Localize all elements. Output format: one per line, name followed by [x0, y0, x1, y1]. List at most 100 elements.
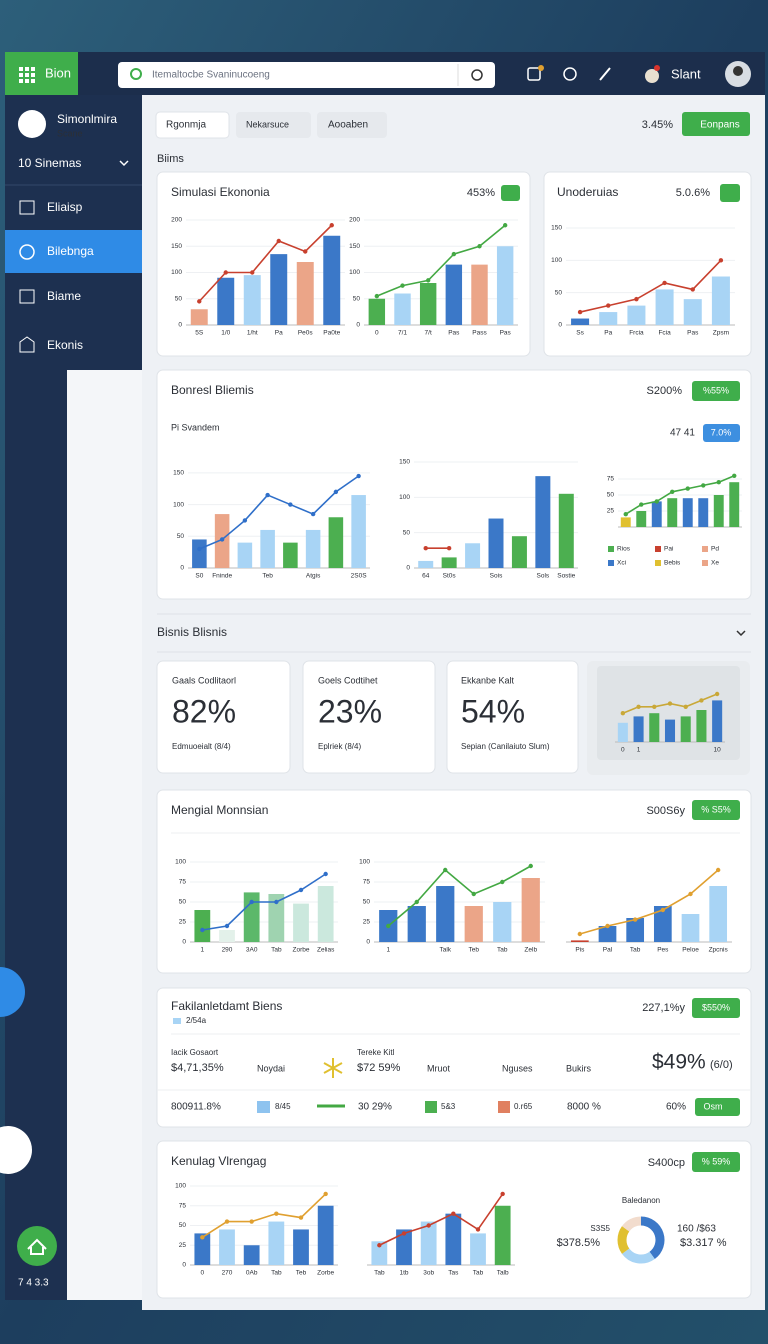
bar	[317, 1205, 334, 1265]
donut-title: Baledanon	[622, 1196, 660, 1205]
line-point	[276, 238, 281, 244]
filter[interactable]	[155, 111, 230, 139]
x-tick-label: S0	[195, 573, 203, 580]
panel-badge[interactable]	[703, 424, 740, 442]
x-tick-label: Tab	[473, 1270, 484, 1277]
legend-swatch	[608, 560, 614, 566]
nav-item[interactable]: Bilebnga	[47, 244, 94, 258]
float-button[interactable]	[0, 1126, 32, 1174]
summary-label: Iacik Gosaort	[171, 1048, 219, 1057]
y-tick-label: 50	[607, 492, 615, 499]
user-dot	[654, 65, 660, 71]
bar	[535, 476, 551, 568]
kpi-label: Goels Codtihet	[318, 675, 378, 685]
line	[201, 1193, 327, 1239]
legend-label: 2/54a	[186, 1016, 207, 1025]
x-tick-label: 270	[222, 1270, 233, 1277]
bar	[521, 878, 540, 942]
line-point	[701, 483, 706, 488]
panel-badge[interactable]	[692, 998, 740, 1018]
y-tick-label: 50	[363, 899, 371, 906]
legend-swatch	[498, 1101, 510, 1113]
donut-value: $378.5%	[557, 1237, 601, 1249]
row-button[interactable]	[695, 1098, 740, 1116]
x-tick-label: Pal	[603, 947, 613, 954]
sidebar-section[interactable]: 10 Sinemas	[18, 156, 81, 170]
notify-icon[interactable]	[527, 67, 541, 81]
line-point	[443, 867, 448, 873]
panel-stat: S400cp	[648, 1157, 685, 1169]
panel	[156, 171, 531, 357]
kpi-card	[156, 660, 291, 774]
nav-item[interactable]: Ekonis	[47, 338, 83, 352]
filter[interactable]	[317, 112, 387, 138]
filter[interactable]	[236, 112, 311, 138]
bar	[237, 542, 253, 568]
search-action[interactable]	[471, 69, 483, 81]
bar	[713, 495, 724, 527]
x-tick-label: Talb	[497, 1270, 509, 1277]
bar	[571, 318, 590, 325]
bar	[570, 940, 589, 942]
float-button[interactable]	[0, 967, 25, 1017]
y-tick-label: 100	[171, 269, 182, 276]
section-chevron[interactable]	[736, 630, 746, 637]
legend-swatch	[702, 560, 708, 566]
bar	[617, 722, 628, 742]
x-tick-label: 7/t	[425, 330, 432, 337]
row-value: 8000 %	[567, 1102, 601, 1113]
nav-item[interactable]: Biame	[47, 289, 81, 303]
user-name: Slant	[671, 66, 701, 81]
x-tick-label: Tab	[271, 1270, 282, 1277]
x-tick-label: Pa	[604, 330, 612, 337]
x-tick-label: Tab	[630, 947, 641, 954]
avatar-face	[733, 66, 743, 76]
donut-segment	[617, 1226, 630, 1254]
line-point	[667, 701, 673, 706]
x-tick-label: 0	[201, 1270, 205, 1277]
toolbar-button[interactable]	[682, 112, 750, 136]
x-tick-label: Tas	[448, 1270, 459, 1277]
home-button[interactable]	[17, 1226, 57, 1266]
line-point	[446, 546, 452, 551]
bar	[680, 716, 691, 742]
logo-box[interactable]	[5, 52, 78, 95]
y-tick-label: 25	[179, 919, 187, 926]
search-box[interactable]	[118, 62, 495, 88]
panel-badge[interactable]	[692, 381, 740, 401]
x-tick-label: Zelb	[524, 947, 537, 954]
panel-badge[interactable]	[692, 800, 740, 820]
x-tick-label: Pas	[500, 330, 512, 337]
line-point	[623, 512, 628, 517]
panel-badge[interactable]	[720, 184, 740, 202]
x-tick-label: Sols	[537, 573, 550, 580]
y-tick-label: 25	[363, 919, 371, 926]
line-point	[451, 1211, 456, 1216]
profile-avatar[interactable]	[18, 110, 46, 138]
y-tick-label: 0	[178, 322, 182, 329]
bar	[217, 277, 235, 325]
summary-cell: Noydai	[257, 1063, 285, 1073]
panel-title: Unoderuias	[557, 185, 618, 199]
bar	[696, 710, 707, 742]
bar	[636, 511, 647, 527]
panel-badge[interactable]	[501, 185, 520, 201]
line-point	[274, 899, 279, 905]
line-point	[249, 899, 254, 905]
panel-badge[interactable]	[692, 1152, 740, 1172]
panel-title: Bonresl Bliemis	[171, 383, 254, 397]
x-tick-label: 290	[222, 947, 233, 954]
kpi-note: Sepian (Canilaiuto Slum)	[461, 742, 550, 751]
chat-icon[interactable]	[563, 67, 577, 81]
bar	[598, 926, 617, 942]
y-tick-label: 25	[179, 1242, 187, 1249]
legend-label: Pd	[711, 546, 719, 553]
bar	[627, 305, 646, 325]
line-point	[274, 1211, 279, 1216]
link-icon[interactable]	[599, 67, 611, 81]
y-tick-label: 100	[349, 269, 360, 276]
y-tick-label: 200	[349, 217, 360, 224]
nav-item[interactable]: Eliaisp	[47, 200, 83, 214]
x-tick-label: 1tb	[399, 1270, 408, 1277]
